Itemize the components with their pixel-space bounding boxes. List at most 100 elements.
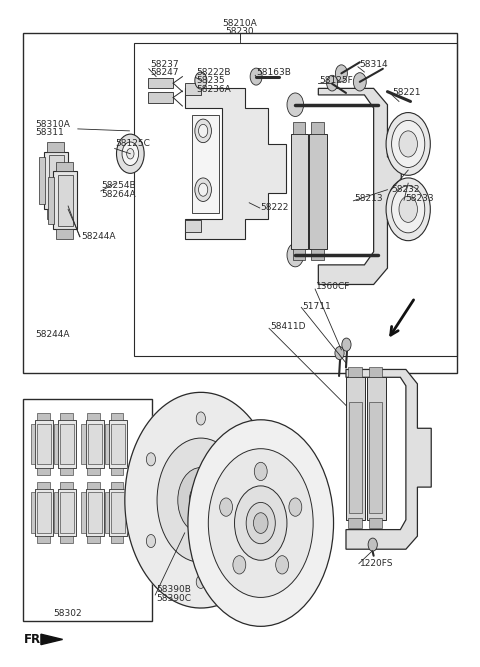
Polygon shape: [318, 88, 401, 284]
Text: FR.: FR.: [24, 633, 46, 646]
Circle shape: [335, 347, 344, 360]
Polygon shape: [192, 115, 219, 213]
Bar: [349, 402, 361, 514]
Bar: [110, 414, 123, 420]
Bar: [110, 482, 123, 489]
Bar: [87, 414, 100, 420]
Bar: [87, 482, 100, 489]
Text: 58390C: 58390C: [156, 594, 191, 603]
Text: 58222B: 58222B: [196, 68, 231, 77]
Circle shape: [117, 134, 144, 173]
Text: 58302: 58302: [53, 609, 82, 618]
Text: 58254B: 58254B: [102, 181, 136, 190]
Circle shape: [188, 420, 334, 626]
Bar: [105, 424, 109, 464]
Text: 58247: 58247: [150, 68, 179, 77]
Text: 58237: 58237: [150, 59, 179, 69]
Bar: [54, 492, 59, 533]
Bar: [56, 229, 73, 239]
Bar: [87, 536, 100, 544]
Bar: [292, 122, 305, 134]
Text: 1360CF: 1360CF: [316, 282, 350, 291]
Circle shape: [127, 149, 134, 159]
Text: 1220FS: 1220FS: [360, 559, 393, 568]
Bar: [47, 209, 63, 219]
Bar: [38, 157, 45, 204]
Circle shape: [287, 93, 303, 117]
Polygon shape: [346, 370, 431, 549]
Circle shape: [386, 178, 430, 241]
Bar: [82, 424, 86, 464]
Bar: [185, 220, 201, 232]
Circle shape: [254, 462, 267, 480]
Bar: [367, 378, 386, 520]
Circle shape: [353, 73, 366, 91]
Bar: [37, 482, 50, 489]
Circle shape: [146, 534, 156, 548]
Text: 58264A: 58264A: [102, 190, 136, 199]
Circle shape: [195, 178, 211, 201]
Bar: [53, 171, 77, 229]
Circle shape: [189, 484, 212, 516]
Text: 58314: 58314: [359, 59, 387, 69]
Bar: [60, 536, 73, 544]
Circle shape: [246, 502, 276, 544]
Bar: [60, 424, 74, 464]
Bar: [31, 424, 36, 464]
Circle shape: [122, 142, 139, 165]
Bar: [37, 414, 50, 420]
Text: 58213: 58213: [354, 194, 383, 203]
Bar: [24, 399, 153, 621]
Bar: [185, 83, 201, 95]
Text: 58244A: 58244A: [35, 330, 70, 340]
Bar: [370, 402, 383, 514]
Bar: [54, 424, 59, 464]
Bar: [49, 155, 63, 206]
Text: 58230: 58230: [226, 27, 254, 36]
Circle shape: [157, 438, 245, 562]
Circle shape: [233, 556, 246, 574]
Bar: [37, 424, 51, 464]
Bar: [291, 134, 308, 249]
Bar: [37, 536, 50, 544]
Bar: [85, 420, 104, 468]
Circle shape: [250, 68, 262, 85]
Circle shape: [276, 556, 288, 574]
Text: 58210A: 58210A: [223, 19, 257, 27]
Bar: [292, 249, 305, 260]
Circle shape: [386, 113, 430, 175]
Bar: [111, 492, 125, 533]
Circle shape: [195, 119, 211, 143]
Circle shape: [220, 498, 233, 516]
Bar: [110, 536, 123, 544]
Text: 58125F: 58125F: [319, 76, 353, 85]
Text: 58232: 58232: [391, 185, 420, 194]
Text: 58221: 58221: [392, 89, 420, 97]
Polygon shape: [125, 392, 277, 608]
Bar: [110, 468, 123, 475]
Bar: [82, 492, 86, 533]
Bar: [105, 492, 109, 533]
Text: 58411D: 58411D: [270, 322, 305, 331]
Text: 51711: 51711: [302, 301, 331, 311]
Text: 58125C: 58125C: [116, 139, 150, 149]
Circle shape: [196, 412, 205, 425]
Bar: [44, 152, 68, 209]
Bar: [56, 161, 73, 171]
Bar: [35, 420, 53, 468]
Circle shape: [253, 513, 268, 534]
Text: 58235: 58235: [196, 76, 225, 85]
Circle shape: [208, 449, 313, 598]
Bar: [60, 492, 74, 533]
Bar: [35, 489, 53, 536]
Polygon shape: [185, 88, 286, 239]
Bar: [24, 33, 456, 373]
Bar: [60, 468, 73, 475]
Bar: [108, 489, 127, 536]
Bar: [48, 177, 54, 223]
Bar: [37, 468, 50, 475]
Bar: [148, 92, 173, 103]
Bar: [58, 175, 73, 225]
Bar: [134, 43, 456, 356]
Bar: [58, 420, 76, 468]
